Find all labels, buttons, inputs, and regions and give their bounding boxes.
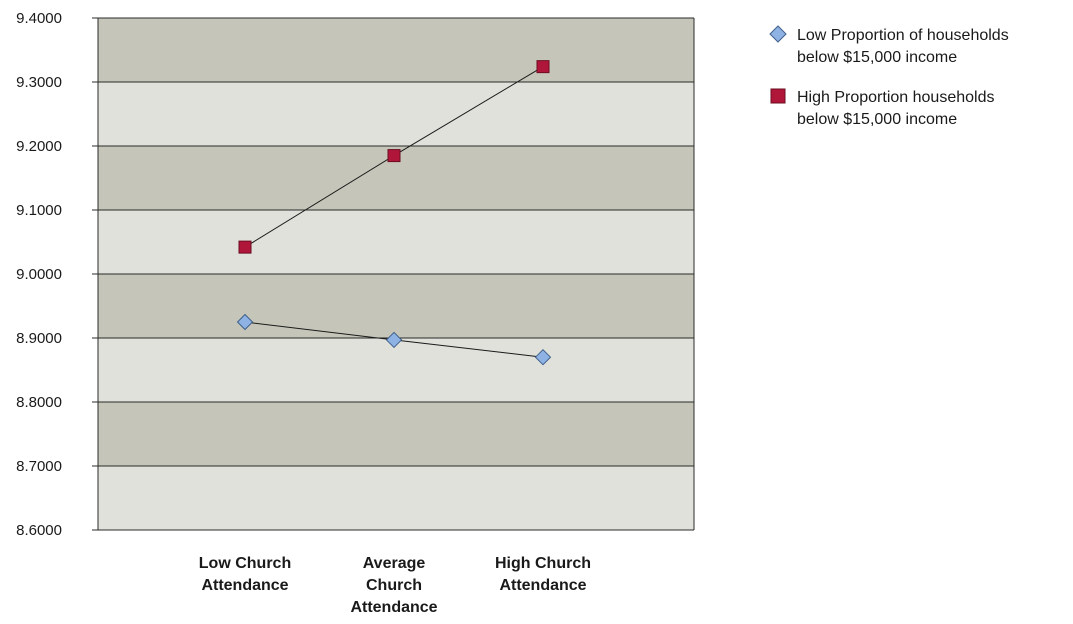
y-tick-label: 8.8000 bbox=[16, 394, 62, 411]
data-point-diamond bbox=[534, 348, 552, 366]
legend-marker-square bbox=[770, 88, 786, 104]
y-axis-ticks: 9.4000 9.3000 9.2000 9.1000 9.0000 8.9000 8.80… bbox=[16, 10, 98, 539]
x-axis-ticks: Low Church Attendance Average Church Attenda… bbox=[199, 555, 591, 616]
y-tick-label: 9.2000 bbox=[16, 138, 62, 155]
legend-marker-diamond bbox=[769, 25, 787, 43]
series-markers bbox=[236, 60, 552, 366]
y-tick-label: 8.7000 bbox=[16, 458, 62, 475]
data-point-square bbox=[387, 149, 401, 163]
plot-background bbox=[98, 18, 694, 530]
plot-band bbox=[98, 338, 694, 402]
y-tick-label: 9.3000 bbox=[16, 74, 62, 91]
legend-entry-1: High Proportion households below $15,000 … bbox=[797, 89, 994, 128]
plot-band bbox=[98, 402, 694, 466]
x-tick-label: Average Church Attendance bbox=[350, 555, 437, 616]
x-tick-label: High Church Attendance bbox=[495, 555, 591, 594]
data-point-square bbox=[536, 60, 550, 74]
plot-band bbox=[98, 466, 694, 530]
legend-entry-0: Low Proportion of households below $15,00… bbox=[797, 27, 1009, 66]
plot-band bbox=[98, 274, 694, 338]
legend: Low Proportion of households below $15,00… bbox=[769, 25, 1009, 128]
x-tick-label: Low Church Attendance bbox=[199, 555, 291, 594]
y-tick-label: 9.4000 bbox=[16, 10, 62, 27]
y-tick-label: 8.9000 bbox=[16, 330, 62, 347]
plot-band bbox=[98, 82, 694, 146]
y-tick-label: 9.1000 bbox=[16, 202, 62, 219]
y-tick-label: 9.0000 bbox=[16, 266, 62, 283]
data-point-diamond bbox=[385, 331, 403, 349]
data-point-square bbox=[238, 240, 252, 254]
plot-band bbox=[98, 210, 694, 274]
y-tick-label: 8.6000 bbox=[16, 522, 62, 539]
plot-band bbox=[98, 18, 694, 82]
data-point-diamond bbox=[236, 313, 254, 331]
